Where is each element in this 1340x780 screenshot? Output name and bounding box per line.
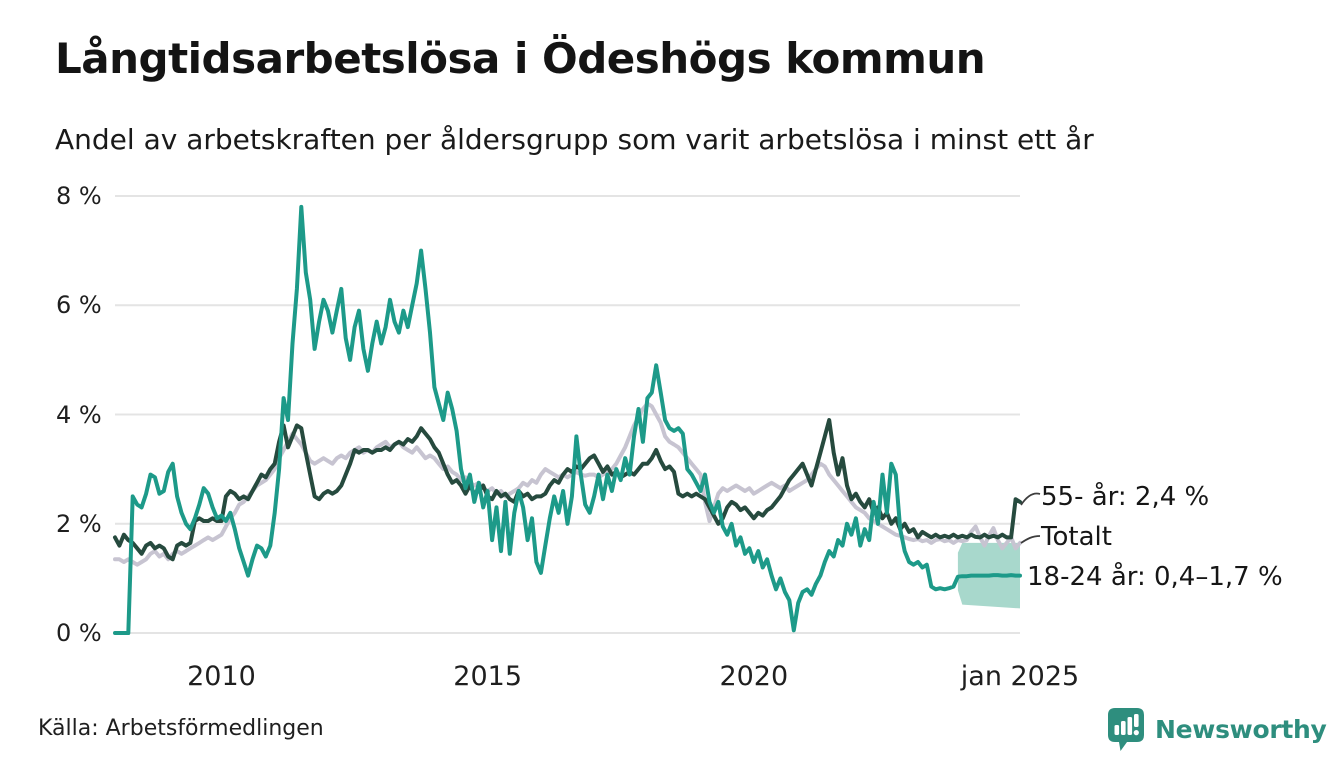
newsworthy-logo-text: Newsworthy [1155,714,1327,744]
series-line-18-24-ar [113,204,1022,635]
label-18-24-ar: 18-24 år: 0,4–1,7 % [1027,562,1283,592]
chart-subtitle: Andel av arbetskraften per åldersgrupp s… [55,123,1094,156]
y-axis-tick: 4 % [56,400,102,429]
y-axis-tick: 0 % [56,619,102,647]
label-55-ar: 55- år: 2,4 % [1041,482,1210,512]
source-note: Källa: Arbetsförmedlingen [38,716,324,741]
y-axis-tick: 6 % [56,291,102,320]
y-axis-tick: 8 % [56,182,102,210]
newsworthy-logo: Newsworthy [1106,706,1327,752]
series-line-totalt [113,401,1022,567]
leader-line-55-ar [1020,492,1041,506]
newsworthy-logo-icon [1106,706,1146,752]
x-axis-tick: 2015 [453,661,522,692]
x-axis-tick: jan 2025 [960,661,1080,692]
leader-line-totalt [1020,535,1041,544]
y-axis-tick: 2 % [56,509,102,538]
chart-title: Långtidsarbetslösa i Ödeshögs kommun [55,34,986,83]
label-totalt: Totalt [1041,522,1112,552]
x-axis-tick: 2010 [187,661,256,692]
series-line-55-ar [113,418,1022,562]
x-axis-tick: 2020 [719,661,789,692]
